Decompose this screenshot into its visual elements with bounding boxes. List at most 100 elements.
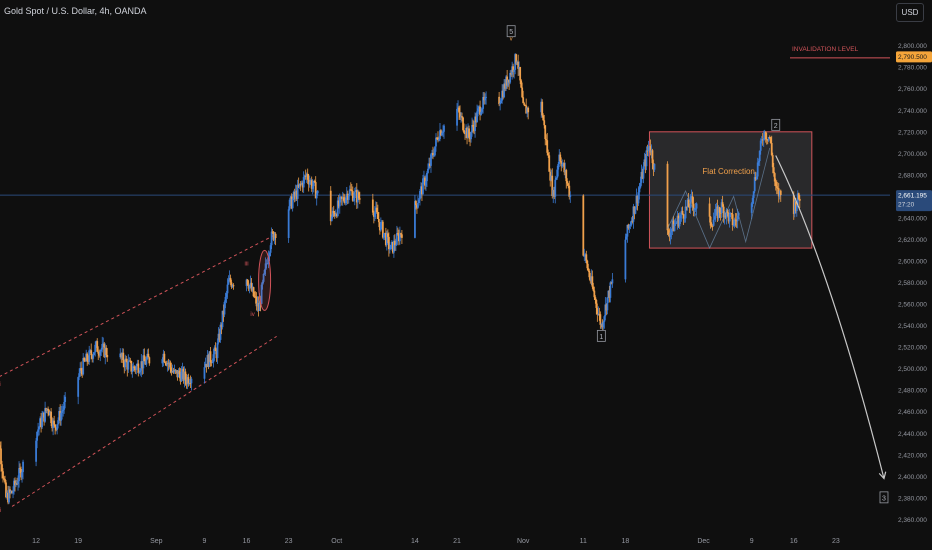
candle-body (147, 353, 150, 358)
time-tick-label: Sep (150, 538, 163, 545)
candle-body (508, 79, 511, 83)
candle-body (88, 350, 91, 362)
candle-body (422, 178, 424, 195)
currency-button[interactable]: USD (896, 3, 924, 22)
candle-body (463, 130, 465, 133)
candle-body (637, 192, 640, 204)
candle-body (685, 206, 688, 208)
candle-body (61, 411, 64, 413)
candle-body (721, 202, 724, 207)
candle-body (566, 181, 569, 184)
candle-body (84, 360, 87, 362)
candle-body (44, 408, 47, 422)
candle-body (245, 279, 248, 287)
candle-body (12, 491, 14, 494)
candle-body (307, 179, 310, 185)
candle-body (753, 177, 756, 192)
candle-body (6, 492, 8, 498)
candle-body (358, 198, 361, 200)
candle-body (591, 276, 594, 287)
time-axis[interactable]: 12 19 Sep 9 16 23 Oct 14 21 Nov 11 18 Dec 9 16 23 (32, 538, 840, 545)
candle-body (248, 285, 251, 289)
price-tick-label: 2,700.000 (898, 151, 927, 158)
correction-rect[interactable] (648, 131, 813, 249)
candle-body (47, 408, 50, 411)
candle-body (125, 358, 128, 362)
invalidation-price-text: 2,790.500 (898, 54, 927, 61)
candle-body (180, 371, 183, 382)
candle-body (16, 483, 18, 485)
candle-body (641, 171, 644, 179)
candle-body (774, 181, 777, 187)
candle-body (478, 106, 480, 109)
candle-body (677, 215, 680, 227)
candle-body (79, 368, 82, 374)
price-axis[interactable]: 2,360.000 2,380.000 2,400.000 2,420.000 2,44… (898, 43, 927, 524)
candle-body (694, 208, 697, 210)
candle-body (254, 296, 257, 298)
candle-body (261, 281, 264, 285)
candle-body (385, 233, 388, 246)
time-tick-label: 9 (750, 538, 754, 545)
candle-body (90, 350, 93, 356)
price-tick-label: 2,800.000 (898, 43, 927, 50)
candle-body (624, 239, 627, 280)
candle-body (120, 353, 123, 358)
candle-body (314, 182, 317, 199)
candle-body (18, 468, 20, 482)
candle-body (727, 213, 730, 222)
flat-correction-box[interactable]: Flat Correction (648, 131, 813, 249)
time-tick-label: 14 (411, 538, 419, 545)
candle-body (687, 199, 690, 207)
candle-body (377, 218, 380, 223)
candle-body (15, 483, 17, 486)
candle-body (794, 201, 797, 212)
candle-body (122, 352, 125, 364)
candle-body (188, 382, 191, 384)
candle-body (477, 108, 479, 112)
candle-body (37, 429, 39, 432)
candle-body (64, 396, 67, 403)
wave-box-label-2: 2 (774, 123, 778, 130)
candle-body (515, 54, 518, 64)
candle-body (226, 284, 229, 294)
candle-body (519, 67, 522, 81)
candle-body (562, 163, 565, 165)
candle-body (598, 313, 601, 315)
candle-body (673, 224, 676, 232)
candle-body (713, 216, 716, 220)
candle-body (0, 448, 2, 465)
symbol-title[interactable]: Gold Spot / U.S. Dollar, 4h, OANDA (4, 6, 147, 16)
candle-body (762, 137, 765, 141)
candle-body (683, 218, 686, 220)
candle-body (206, 355, 209, 368)
candle-body (43, 412, 45, 422)
candle-body (552, 189, 555, 197)
trend-channel[interactable] (0, 233, 277, 507)
candle-body (430, 154, 432, 166)
candle-body (204, 363, 207, 368)
candle-body (124, 358, 127, 368)
drawings[interactable]: iiiiiiivv5123 (0, 25, 889, 514)
channel-upper-line (0, 233, 277, 377)
wave-box-label-1: 1 (599, 334, 603, 341)
candle-body (714, 208, 717, 217)
candle-body (547, 152, 550, 156)
candle-body (716, 206, 719, 219)
candle-body (335, 214, 338, 217)
candle-body (642, 166, 645, 179)
candle-body (395, 233, 398, 245)
candle-body (330, 216, 333, 222)
candle-body (304, 175, 307, 177)
candle-body (249, 282, 252, 286)
candle-body (769, 137, 772, 143)
candle-body (57, 420, 60, 425)
candle-body (186, 377, 189, 385)
candle-body (338, 197, 341, 207)
candle-body (231, 285, 234, 287)
candle-body (592, 286, 595, 291)
candle-body (428, 163, 430, 169)
candle-body (499, 103, 502, 105)
candle-body (545, 138, 548, 141)
